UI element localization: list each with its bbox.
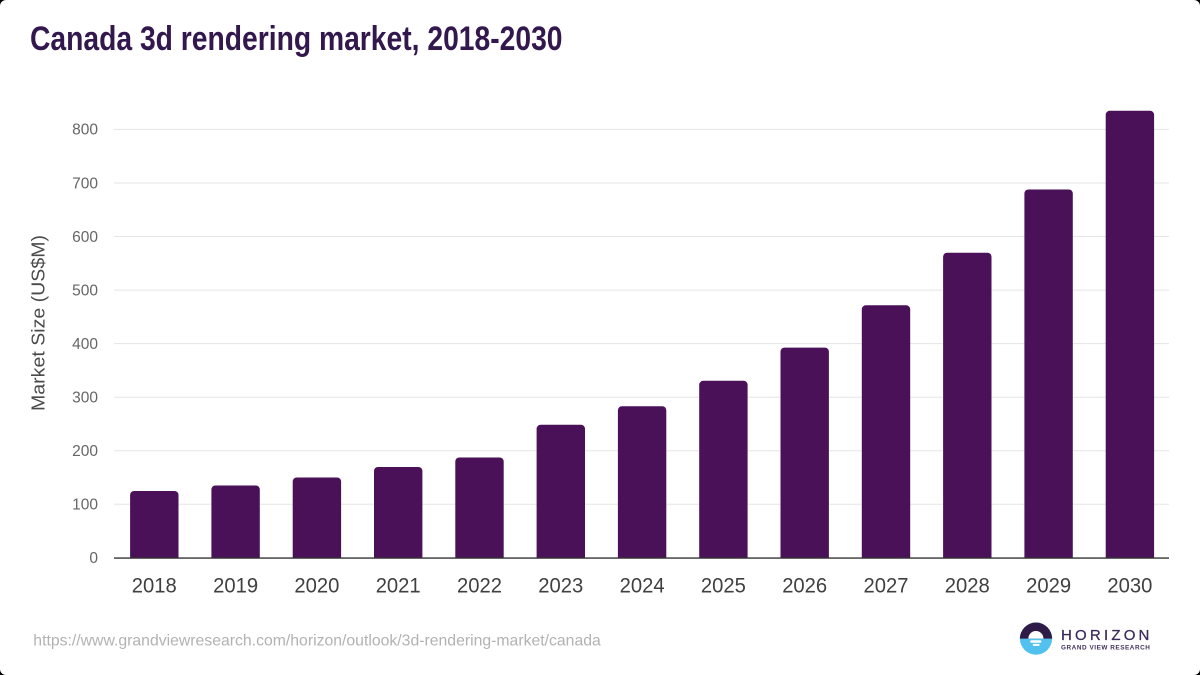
svg-text:2022: 2022 [457,573,502,597]
svg-text:2020: 2020 [294,573,339,597]
svg-text:300: 300 [72,390,98,407]
svg-text:400: 400 [72,336,98,353]
svg-text:600: 600 [72,229,98,246]
svg-text:200: 200 [72,443,98,460]
svg-text:800: 800 [72,122,98,139]
svg-text:2018: 2018 [132,573,177,597]
svg-text:2021: 2021 [376,573,421,597]
svg-text:Canada 3d rendering market, 20: Canada 3d rendering market, 2018-2030 [30,20,563,58]
svg-text:100: 100 [72,497,98,514]
svg-text:500: 500 [72,282,98,299]
svg-text:HORIZON: HORIZON [1061,627,1149,644]
svg-text:2028: 2028 [945,573,990,597]
svg-text:GRAND VIEW RESEARCH: GRAND VIEW RESEARCH [1061,645,1150,652]
svg-text:2025: 2025 [701,573,746,597]
svg-text:https://www.grandviewresearch.: https://www.grandviewresearch.com/horizo… [33,632,601,649]
svg-text:2023: 2023 [538,573,583,597]
svg-text:2026: 2026 [782,573,827,597]
svg-text:2029: 2029 [1026,573,1071,597]
svg-text:2030: 2030 [1107,573,1152,597]
svg-text:700: 700 [72,175,98,192]
svg-text:2019: 2019 [213,573,258,597]
svg-text:0: 0 [89,550,98,567]
svg-text:2024: 2024 [620,573,665,597]
svg-text:Market Size (US$M): Market Size (US$M) [27,235,48,411]
svg-text:2027: 2027 [864,573,909,597]
